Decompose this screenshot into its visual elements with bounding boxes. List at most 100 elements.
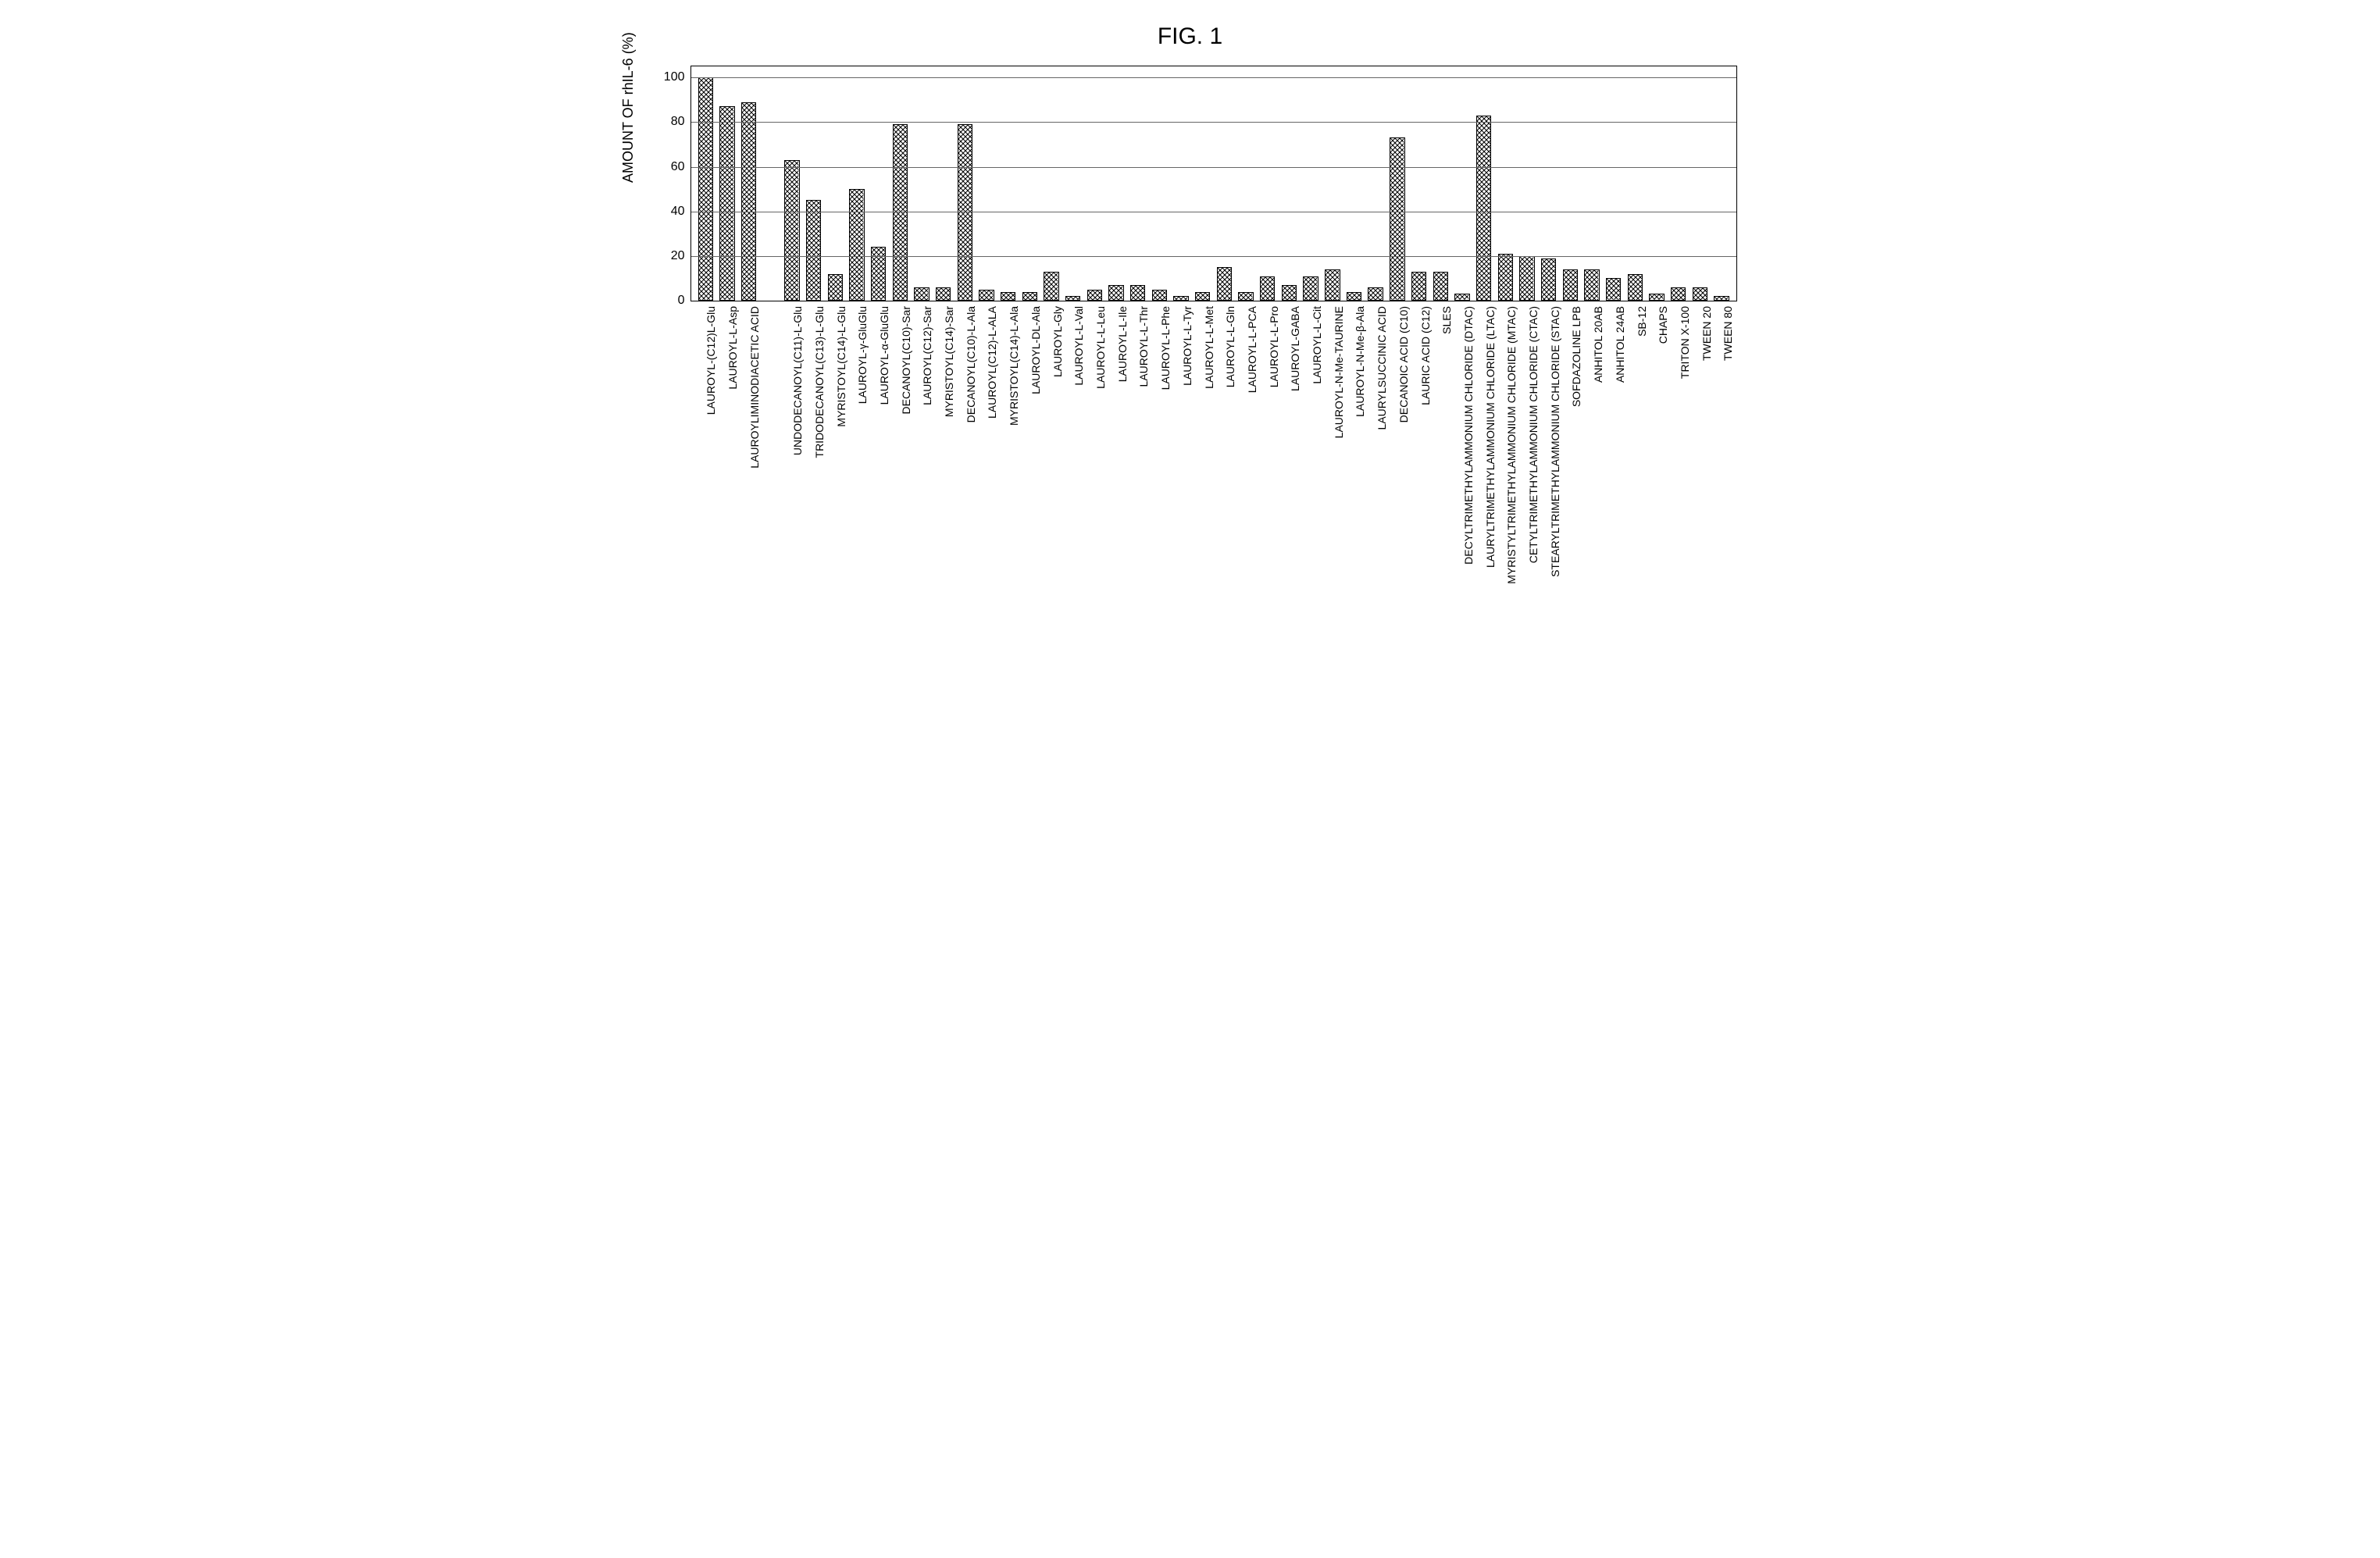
- x-label-slot: LAUROYL-L-Met: [1192, 301, 1214, 309]
- x-label: ANHITOL 20AB: [1592, 306, 1604, 383]
- y-tick: 100: [664, 70, 685, 84]
- bar-slot: [1646, 66, 1668, 301]
- x-label: SB-12: [1636, 306, 1648, 337]
- x-label-slot: LAURYLTRIMETHYLAMMONIUM CHLORIDE (LTAC): [1473, 301, 1495, 309]
- x-label-slot: DECANOIC ACID (C10): [1386, 301, 1408, 309]
- bar: [1433, 272, 1448, 301]
- x-label-slot: LAUROYL-γ-GluGlu: [845, 301, 867, 309]
- x-label-slot: DECANOYL(C10)-L-Ala: [954, 301, 976, 309]
- bar: [828, 274, 843, 301]
- bar-slot: [825, 66, 847, 301]
- x-label-slot: LAUROYL-L-PCA: [1235, 301, 1257, 309]
- x-label: LAUROYL(C12)-Sar: [921, 306, 933, 405]
- bar: [698, 77, 713, 301]
- x-label-slot: ANHITOL 24AB: [1603, 301, 1625, 309]
- bar: [871, 247, 886, 301]
- x-label-slot: SB-12: [1625, 301, 1647, 309]
- x-label-slot: LAUROYL-GABA: [1278, 301, 1300, 309]
- bar-slot: [954, 66, 976, 301]
- x-label: MYRISTOYL(C14)-L-Ala: [1008, 306, 1020, 426]
- bar-slot: [1365, 66, 1386, 301]
- bar-slot: [1429, 66, 1451, 301]
- x-label: LAURIC ACID (C12): [1419, 306, 1432, 405]
- bar: [1671, 287, 1686, 301]
- x-label-slot: LAUROYL-N-Me-TAURINE: [1322, 301, 1343, 309]
- x-label: LAUROYL-L-Asp: [726, 306, 739, 390]
- bar-slot: [868, 66, 890, 301]
- x-label: LAUROYL-L-Phe: [1159, 306, 1172, 390]
- x-label-slot: TWEEN 20: [1690, 301, 1711, 309]
- bar-slot: [933, 66, 954, 301]
- x-label-slot: SOFDAZOLINE LPB: [1560, 301, 1582, 309]
- x-label-slot: MYRISTOYL(C14)-L-Glu: [824, 301, 846, 309]
- bar: [1260, 276, 1275, 301]
- bar-slot: [1019, 66, 1041, 301]
- x-label-slot: LAUROYL-L-Tyr: [1170, 301, 1192, 309]
- x-label: LAUROYL-L-Gln: [1224, 306, 1236, 387]
- x-label: SLES: [1440, 306, 1453, 334]
- x-label-slot: LAUROYL-L-Ile: [1105, 301, 1127, 309]
- x-label: TRIDODECANOYL(C13)-L-Glu: [813, 306, 826, 458]
- x-label-slot: MYRISTOYL(C14)-L-Ala: [997, 301, 1019, 309]
- x-label-slot: TRIDODECANOYL(C13)-L-Glu: [802, 301, 824, 309]
- x-label-slot: MYRISTOYL(C14)-Sar: [932, 301, 954, 309]
- bar: [806, 200, 821, 301]
- bar-slot: [1127, 66, 1149, 301]
- y-axis-label: AMOUNT OF rhIL-6 (%): [620, 32, 637, 183]
- x-label-slot: [759, 301, 781, 309]
- y-tick: 60: [671, 160, 685, 174]
- bar: [1519, 256, 1534, 301]
- bar-slot: [1668, 66, 1690, 301]
- x-label: LAUROYL-L-Val: [1072, 306, 1085, 386]
- x-label-slot: LAUROYL(C12)-Sar: [911, 301, 933, 309]
- x-label: LAUROYL-α-GluGlu: [878, 306, 890, 405]
- plot-wrapper: 020406080100 LAUROYL-(C12)L-GluLAUROYL-L…: [690, 66, 1737, 309]
- bar-slot: [1300, 66, 1322, 301]
- bar-slot: [976, 66, 997, 301]
- x-label-slot: LAUROYL-L-Gln: [1213, 301, 1235, 309]
- bar: [936, 287, 951, 301]
- x-label: UNDODECANOYL(C11)-L-Glu: [791, 306, 804, 455]
- x-label-slot: TRITON X-100: [1668, 301, 1690, 309]
- bar: [979, 290, 994, 301]
- bar-slot: [1386, 66, 1408, 301]
- bar: [1476, 116, 1491, 301]
- bar: [958, 124, 972, 301]
- bar: [1087, 290, 1102, 301]
- y-tick: 0: [678, 294, 685, 308]
- bar-slot: [1473, 66, 1495, 301]
- x-label-slot: LAUROYL(C12)-L-ALA: [976, 301, 997, 309]
- bar-slot: [1214, 66, 1236, 301]
- bar: [741, 102, 756, 301]
- x-label-slot: CHAPS: [1646, 301, 1668, 309]
- bar-slot: [716, 66, 738, 301]
- x-label: LAUROYL-L-Ile: [1116, 306, 1129, 382]
- chart-container: AMOUNT OF rhIL-6 (%) 020406080100 LAUROY…: [644, 66, 1737, 309]
- bar-slot: [1711, 66, 1732, 301]
- x-label-slot: TWEEN 80: [1711, 301, 1733, 309]
- bar-slot: [803, 66, 825, 301]
- x-label-slot: LAUROYL-(C12)L-Glu: [694, 301, 716, 309]
- gridline: [691, 256, 1736, 257]
- bar-slot: [1538, 66, 1560, 301]
- x-label: LAURYLSUCCINIC ACID: [1376, 306, 1388, 430]
- bar-slot: [1451, 66, 1473, 301]
- x-label: MYRISTYLTRIMETHYLAMMONIUM CHLORIDE (MTAC…: [1505, 306, 1518, 584]
- x-label-slot: LAUROYLIMINODIACETIC ACID: [737, 301, 759, 309]
- x-label-slot: ANHITOL 20AB: [1581, 301, 1603, 309]
- x-label-slot: MYRISTYLTRIMETHYLAMMONIUM CHLORIDE (MTAC…: [1495, 301, 1517, 309]
- y-tick: 20: [671, 249, 685, 263]
- x-label: LAUROYL-(C12)L-Glu: [705, 306, 717, 415]
- x-label: CETYLTRIMETHYLAMMONIUM CHLORIDE (CTAC): [1527, 306, 1540, 563]
- x-labels-region: LAUROYL-(C12)L-GluLAUROYL-L-AspLAUROYLIM…: [690, 301, 1737, 309]
- bar: [1714, 296, 1729, 301]
- x-label-slot: DECANOYL(C10)-Sar: [889, 301, 911, 309]
- bar: [1498, 254, 1513, 301]
- y-tick: 80: [671, 115, 685, 129]
- x-label: LAUROYL-DL-Ala: [1029, 306, 1042, 394]
- x-label-slot: DECYLTRIMETHYLAMMONIUM CHLORIDE (DTAC): [1451, 301, 1473, 309]
- bar-slot: [997, 66, 1019, 301]
- x-label-slot: LAUROYL-L-Pro: [1257, 301, 1279, 309]
- x-label: LAUROYL-Gly: [1051, 306, 1064, 377]
- bar-slot: [1581, 66, 1603, 301]
